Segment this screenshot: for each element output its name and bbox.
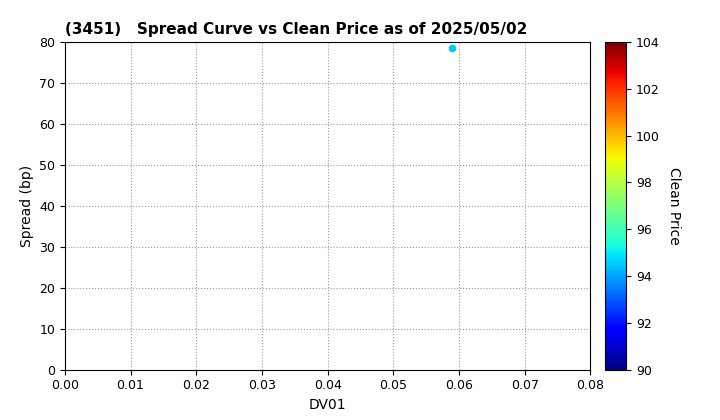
X-axis label: DV01: DV01 bbox=[309, 398, 346, 412]
Y-axis label: Clean Price: Clean Price bbox=[667, 167, 681, 245]
Y-axis label: Spread (bp): Spread (bp) bbox=[19, 165, 34, 247]
Point bbox=[446, 45, 458, 52]
Text: (3451)   Spread Curve vs Clean Price as of 2025/05/02: (3451) Spread Curve vs Clean Price as of… bbox=[65, 22, 527, 37]
